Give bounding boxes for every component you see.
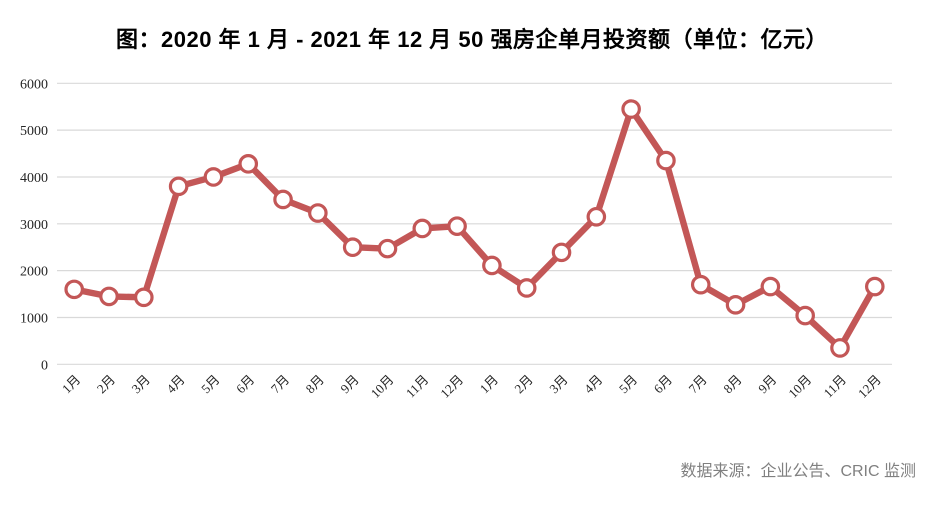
x-tick-label: 5月 <box>616 372 640 396</box>
data-point-marker <box>203 167 224 187</box>
x-tick-label: 9月 <box>337 372 361 396</box>
data-point-marker <box>690 274 711 295</box>
data-point-marker <box>864 276 885 297</box>
data-point-marker <box>273 189 293 210</box>
data-point-marker <box>795 305 815 326</box>
data-source-caption: 数据来源：企业公告、CRIC 监测 <box>680 463 916 480</box>
data-point-marker <box>482 255 502 276</box>
x-tick-label: 4月 <box>581 372 605 396</box>
data-point-marker <box>516 278 537 298</box>
x-tick-label: 8月 <box>720 372 744 396</box>
data-point-marker <box>342 237 363 258</box>
data-point-marker <box>830 338 850 358</box>
y-tick-label: 3000 <box>20 218 48 233</box>
x-tick-label: 11月 <box>403 372 432 401</box>
x-tick-label: 10月 <box>368 372 397 401</box>
y-tick-label: 4000 <box>20 171 48 186</box>
data-point-marker <box>760 276 781 297</box>
x-tick-label: 11月 <box>820 372 849 401</box>
x-tick-label: 2月 <box>94 372 118 396</box>
data-point-marker <box>412 218 433 239</box>
data-point-marker <box>447 216 467 236</box>
x-tick-label: 2月 <box>511 372 535 396</box>
x-tick-label: 1月 <box>477 372 501 396</box>
data-point-marker <box>621 99 641 119</box>
x-tick-label: 6月 <box>651 372 675 396</box>
data-point-marker <box>168 176 189 197</box>
data-point-marker <box>99 286 119 307</box>
x-tick-label: 4月 <box>163 372 187 396</box>
data-point-marker <box>551 242 572 263</box>
chart-title: 图：2020 年 1 月 - 2021 年 12 月 50 强房企单月投资额（单… <box>115 27 828 52</box>
data-point-marker <box>238 154 259 174</box>
x-tick-label: 12月 <box>855 372 884 401</box>
series-line <box>70 105 878 352</box>
x-tick-label: 9月 <box>755 372 779 396</box>
data-point-marker <box>656 150 676 171</box>
y-tick-label: 6000 <box>20 77 48 92</box>
x-tick-label: 1月 <box>59 372 83 396</box>
x-tick-label: 10月 <box>785 372 814 401</box>
data-point-marker <box>586 206 607 227</box>
x-tick-label: 3月 <box>129 372 153 396</box>
x-tick-label: 7月 <box>685 372 709 396</box>
x-tick-label: 6月 <box>233 372 257 396</box>
x-tick-label: 5月 <box>198 372 222 396</box>
x-tick-label: 3月 <box>546 372 570 396</box>
x-tick-label: 12月 <box>437 372 466 401</box>
x-tick-label: 8月 <box>303 372 327 396</box>
y-tick-label: 0 <box>41 358 48 373</box>
y-tick-label: 5000 <box>20 124 48 139</box>
data-point-marker <box>64 279 84 300</box>
y-tick-label: 2000 <box>20 265 48 280</box>
data-point-marker <box>134 287 154 308</box>
data-point-marker <box>377 238 398 259</box>
x-tick-label: 7月 <box>268 372 292 396</box>
data-point-marker <box>308 203 328 223</box>
data-point-marker <box>725 295 746 315</box>
y-tick-label: 1000 <box>20 311 48 326</box>
